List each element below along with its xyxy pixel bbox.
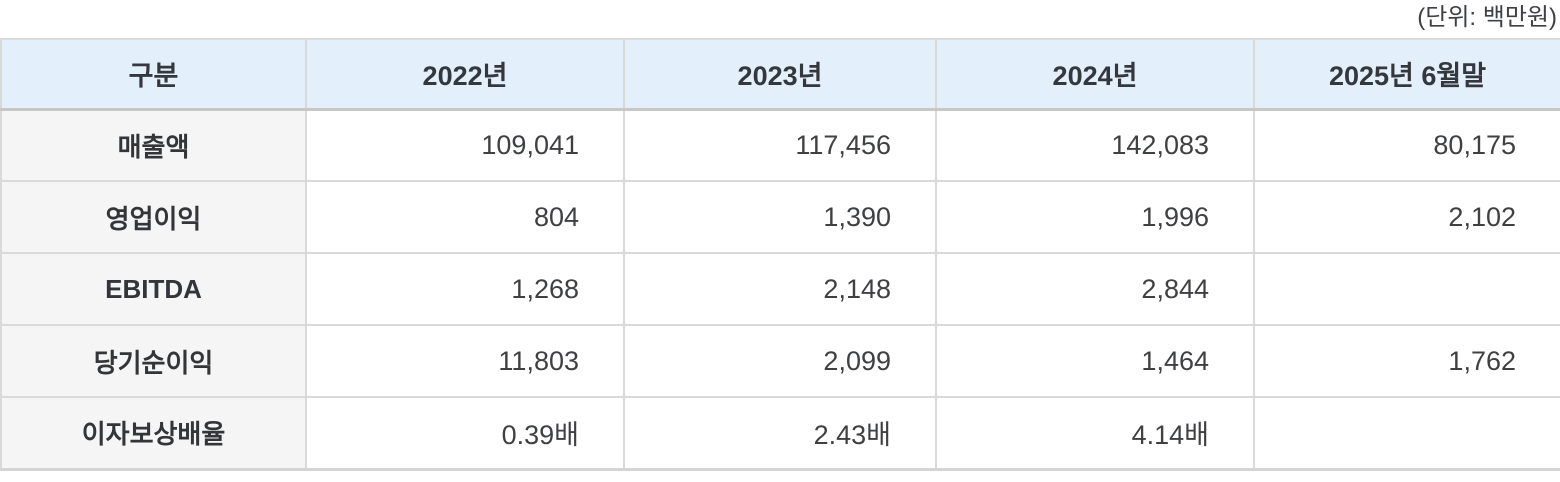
- cell-ebitda-2022: 1,268: [305, 252, 625, 326]
- cell-net-income-2025-jun: 1,762: [1253, 324, 1560, 398]
- cell-revenue-2023: 117,456: [623, 108, 937, 182]
- column-header-2023: 2023년: [623, 38, 937, 111]
- cell-ebitda-2024: 2,844: [935, 252, 1255, 326]
- cell-revenue-2022: 109,041: [305, 108, 625, 182]
- cell-net-income-2024: 1,464: [935, 324, 1255, 398]
- cell-interest-coverage-2023: 2.43배: [623, 396, 937, 470]
- cell-interest-coverage-2025-jun: [1253, 396, 1560, 470]
- cell-interest-coverage-2022: 0.39배: [305, 396, 625, 470]
- cell-ebitda-2023: 2,148: [623, 252, 937, 326]
- table-row-operating-profit: 영업이익 804 1,390 1,996 2,102: [0, 180, 1560, 254]
- column-header-2022: 2022년: [305, 38, 625, 111]
- cell-interest-coverage-2024: 4.14배: [935, 396, 1255, 470]
- table-row-ebitda: EBITDA 1,268 2,148 2,844: [0, 252, 1560, 326]
- row-label-ebitda: EBITDA: [0, 252, 307, 326]
- unit-label: (단위: 백만원): [1417, 4, 1557, 31]
- cell-operating-profit-2025-jun: 2,102: [1253, 180, 1560, 254]
- financial-summary-table: 구분 2022년 2023년 2024년 2025년 6월말 매출액 109,0…: [0, 38, 1560, 471]
- header-row: 구분 2022년 2023년 2024년 2025년 6월말: [0, 38, 1560, 111]
- row-label-revenue: 매출액: [0, 108, 307, 182]
- cell-ebitda-2025-jun: [1253, 252, 1560, 326]
- cell-net-income-2023: 2,099: [623, 324, 937, 398]
- column-header-2024: 2024년: [935, 38, 1255, 111]
- row-label-net-income: 당기순이익: [0, 324, 307, 398]
- table-row-interest-coverage: 이자보상배율 0.39배 2.43배 4.14배: [0, 396, 1560, 470]
- cell-operating-profit-2022: 804: [305, 180, 625, 254]
- cell-operating-profit-2024: 1,996: [935, 180, 1255, 254]
- row-label-operating-profit: 영업이익: [0, 180, 307, 254]
- cell-operating-profit-2023: 1,390: [623, 180, 937, 254]
- column-header-2025-jun: 2025년 6월말: [1253, 38, 1560, 111]
- column-header-category: 구분: [0, 38, 307, 111]
- table-row-revenue: 매출액 109,041 117,456 142,083 80,175: [0, 108, 1560, 182]
- table-row-net-income: 당기순이익 11,803 2,099 1,464 1,762: [0, 324, 1560, 398]
- cell-revenue-2025-jun: 80,175: [1253, 108, 1560, 182]
- cell-revenue-2024: 142,083: [935, 108, 1255, 182]
- row-label-interest-coverage: 이자보상배율: [0, 396, 307, 470]
- cell-net-income-2022: 11,803: [305, 324, 625, 398]
